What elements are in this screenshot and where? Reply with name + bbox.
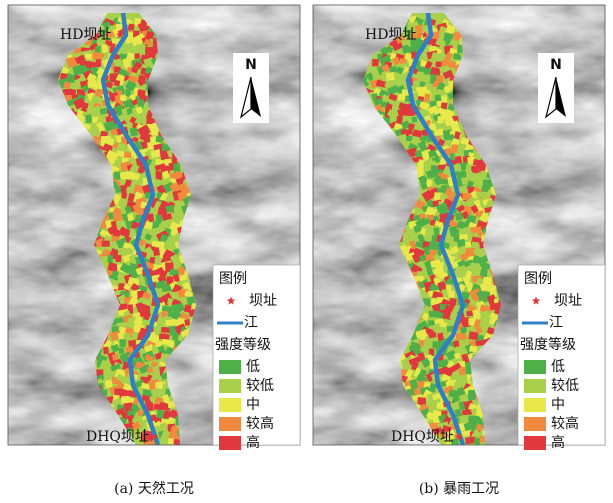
- legend-swatch: [219, 398, 241, 412]
- strength-patch: [85, 114, 92, 123]
- legend-grade: 较高: [246, 415, 274, 432]
- strength-patch: [165, 239, 175, 250]
- legend-grade: 低: [246, 359, 260, 375]
- strength-patch: [430, 87, 437, 95]
- strength-patch: [386, 72, 395, 81]
- strength-patch: [148, 214, 155, 223]
- strength-patch: [466, 311, 473, 317]
- strength-patch: [156, 171, 162, 180]
- strength-patch: [456, 333, 467, 340]
- strength-patch: [458, 367, 466, 376]
- strength-patch: [425, 235, 432, 242]
- legend-grade: 高: [551, 434, 565, 451]
- strength-patch: [450, 241, 456, 246]
- strength-patch: [468, 331, 478, 340]
- strength-patch: [136, 44, 146, 54]
- legend-swatch: [524, 436, 546, 450]
- legend-item: 坝址: [249, 293, 277, 309]
- strength-patch: [118, 347, 124, 354]
- dam-label: DHQ坝址: [86, 429, 149, 445]
- strength-patch: [372, 59, 379, 67]
- legend-swatch: [524, 398, 546, 412]
- dam-label: DHQ坝址: [391, 429, 454, 445]
- strength-patch: [153, 247, 160, 256]
- strength-patch: [134, 53, 140, 59]
- strength-patch: [110, 241, 116, 247]
- legend-swatch: [219, 436, 241, 450]
- legend-grade: 较高: [551, 415, 579, 432]
- strength-patch: [406, 129, 413, 136]
- strength-patch: [96, 59, 101, 67]
- strength-patch: [417, 397, 426, 405]
- legend-item: 江: [244, 315, 258, 331]
- strength-patch: [151, 129, 158, 136]
- strength-patch: [130, 127, 139, 136]
- legend-grade: 较低: [246, 378, 274, 394]
- dam-label: HD坝址: [60, 27, 111, 43]
- legend-grade: 低: [551, 359, 565, 375]
- legend-grade: 高: [246, 434, 260, 451]
- strength-patch: [454, 156, 462, 164]
- strength-patch: [172, 333, 179, 340]
- legend-swatch: [524, 360, 546, 374]
- strength-patch: [112, 354, 118, 361]
- strength-patch: [124, 333, 130, 339]
- strength-patch: [120, 95, 127, 101]
- strength-patch: [102, 241, 110, 247]
- caption: (b) 暴雨工况: [419, 481, 499, 497]
- strength-patch: [184, 319, 190, 326]
- strength-patch: [455, 212, 463, 220]
- legend-subtitle: 强度等级: [215, 336, 271, 353]
- strength-patch: [448, 291, 455, 298]
- strength-patch: [120, 185, 126, 193]
- strength-patch: [474, 438, 480, 446]
- strength-patch: [156, 136, 163, 142]
- strength-patch: [441, 102, 448, 109]
- strength-patch: [102, 44, 108, 53]
- figure: HD坝址DHQ坝址N图例坝址江强度等级低较低中较高高(a) 天然工况HD坝址DH…: [0, 0, 613, 503]
- legend-grade: 中: [551, 397, 565, 413]
- strength-patch: [119, 339, 126, 347]
- legend-grade: 较低: [551, 378, 579, 394]
- strength-patch: [114, 80, 121, 86]
- legend-item: 坝址: [554, 293, 582, 309]
- caption: (a) 天然工况: [114, 480, 194, 497]
- north-label: N: [245, 57, 257, 73]
- strength-patch: [398, 94, 406, 101]
- legend-swatch: [219, 360, 241, 374]
- legend-title: 图例: [524, 271, 552, 287]
- legend-swatch: [524, 417, 546, 431]
- legend-item: 江: [549, 315, 563, 331]
- legend-swatch: [219, 379, 241, 393]
- strength-patch: [103, 347, 109, 355]
- legend-grade: 中: [246, 397, 260, 413]
- strength-patch: [400, 58, 406, 63]
- legend-swatch: [524, 379, 546, 393]
- strength-patch: [116, 255, 122, 262]
- legend-swatch: [219, 417, 241, 431]
- strength-patch: [411, 116, 417, 122]
- strength-patch: [469, 346, 477, 353]
- strength-patch: [476, 192, 485, 198]
- dam-label: HD坝址: [365, 27, 416, 43]
- map-panel: HD坝址 DHQ坝址 N 图例坝址江强度等级低较低中较高高: [313, 5, 605, 451]
- strength-patch: [481, 186, 488, 192]
- strength-patch: [465, 241, 472, 247]
- legend-title: 图例: [219, 271, 247, 287]
- strength-patch: [157, 318, 167, 328]
- north-label: N: [550, 57, 562, 73]
- strength-patch: [105, 380, 113, 388]
- legend-subtitle: 强度等级: [520, 336, 576, 353]
